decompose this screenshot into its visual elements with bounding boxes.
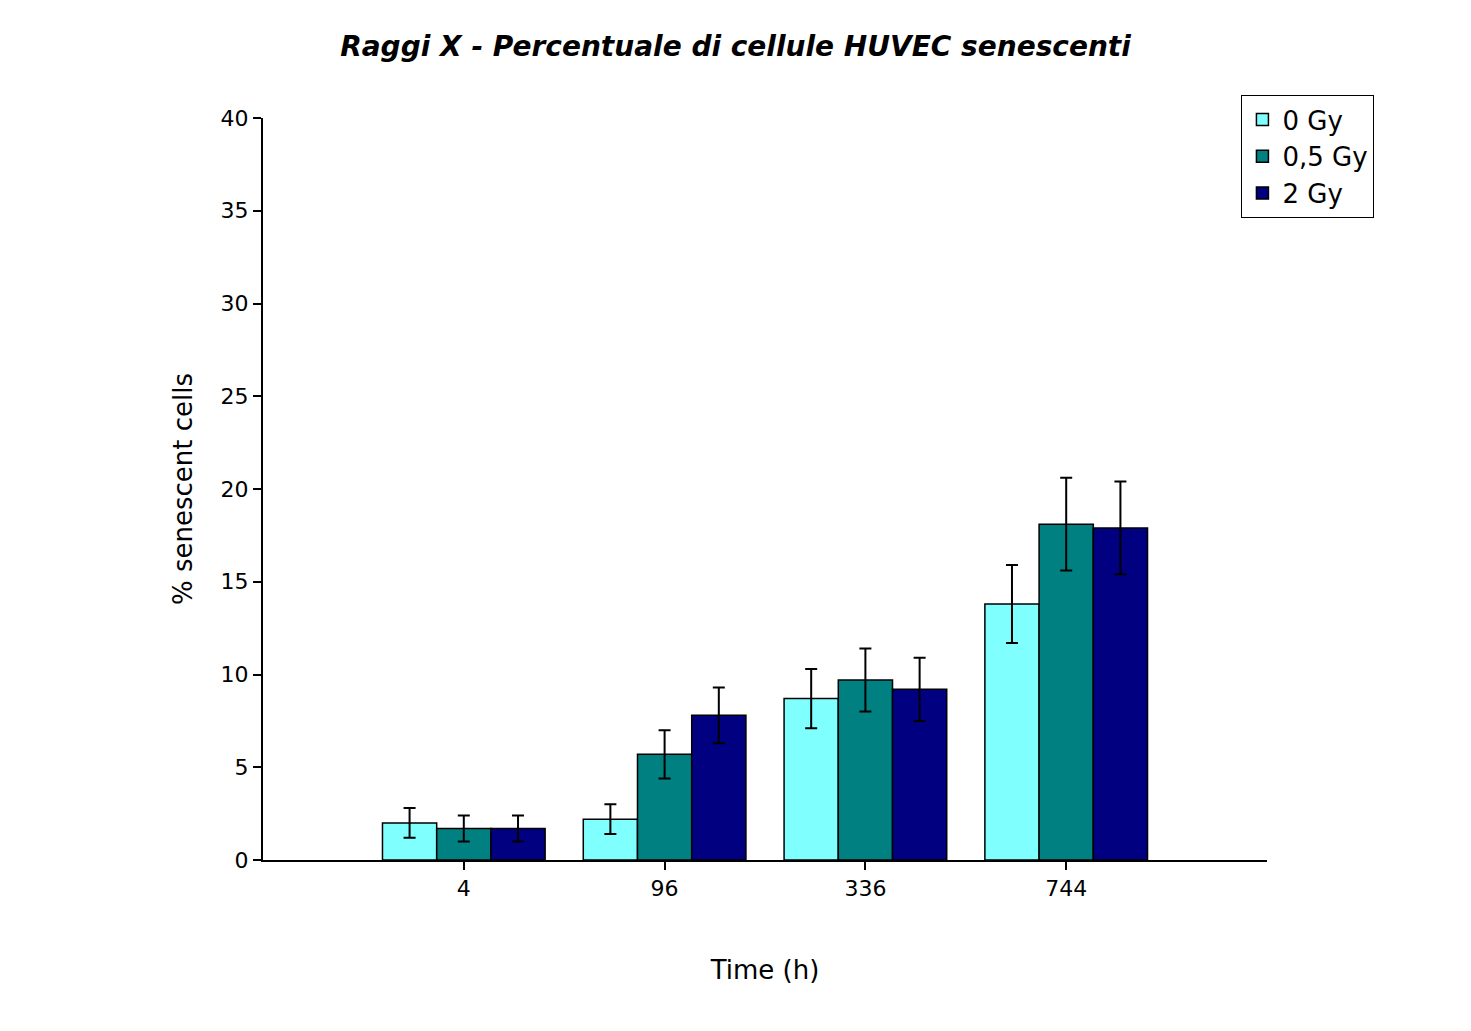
svg-text:30: 30	[221, 291, 249, 316]
svg-text:5: 5	[235, 755, 249, 780]
svg-text:336: 336	[844, 876, 886, 901]
svg-text:20: 20	[221, 477, 249, 502]
svg-text:10: 10	[221, 662, 249, 687]
svg-text:2 Gy: 2 Gy	[1282, 179, 1342, 209]
svg-text:% senescent cells: % senescent cells	[168, 373, 198, 605]
svg-text:15: 15	[221, 569, 249, 594]
svg-text:0,5 Gy: 0,5 Gy	[1282, 142, 1367, 172]
svg-text:35: 35	[221, 198, 249, 223]
svg-text:96: 96	[651, 876, 679, 901]
svg-text:25: 25	[221, 384, 249, 409]
svg-text:Time (h): Time (h)	[710, 955, 820, 985]
svg-text:40: 40	[221, 106, 249, 131]
svg-text:0: 0	[235, 848, 249, 873]
svg-text:744: 744	[1045, 876, 1087, 901]
svg-text:0 Gy: 0 Gy	[1282, 106, 1342, 136]
svg-text:4: 4	[457, 876, 471, 901]
svg-text:Raggi X - Percentuale di cellu: Raggi X - Percentuale di cellule HUVEC s…	[340, 30, 1131, 63]
